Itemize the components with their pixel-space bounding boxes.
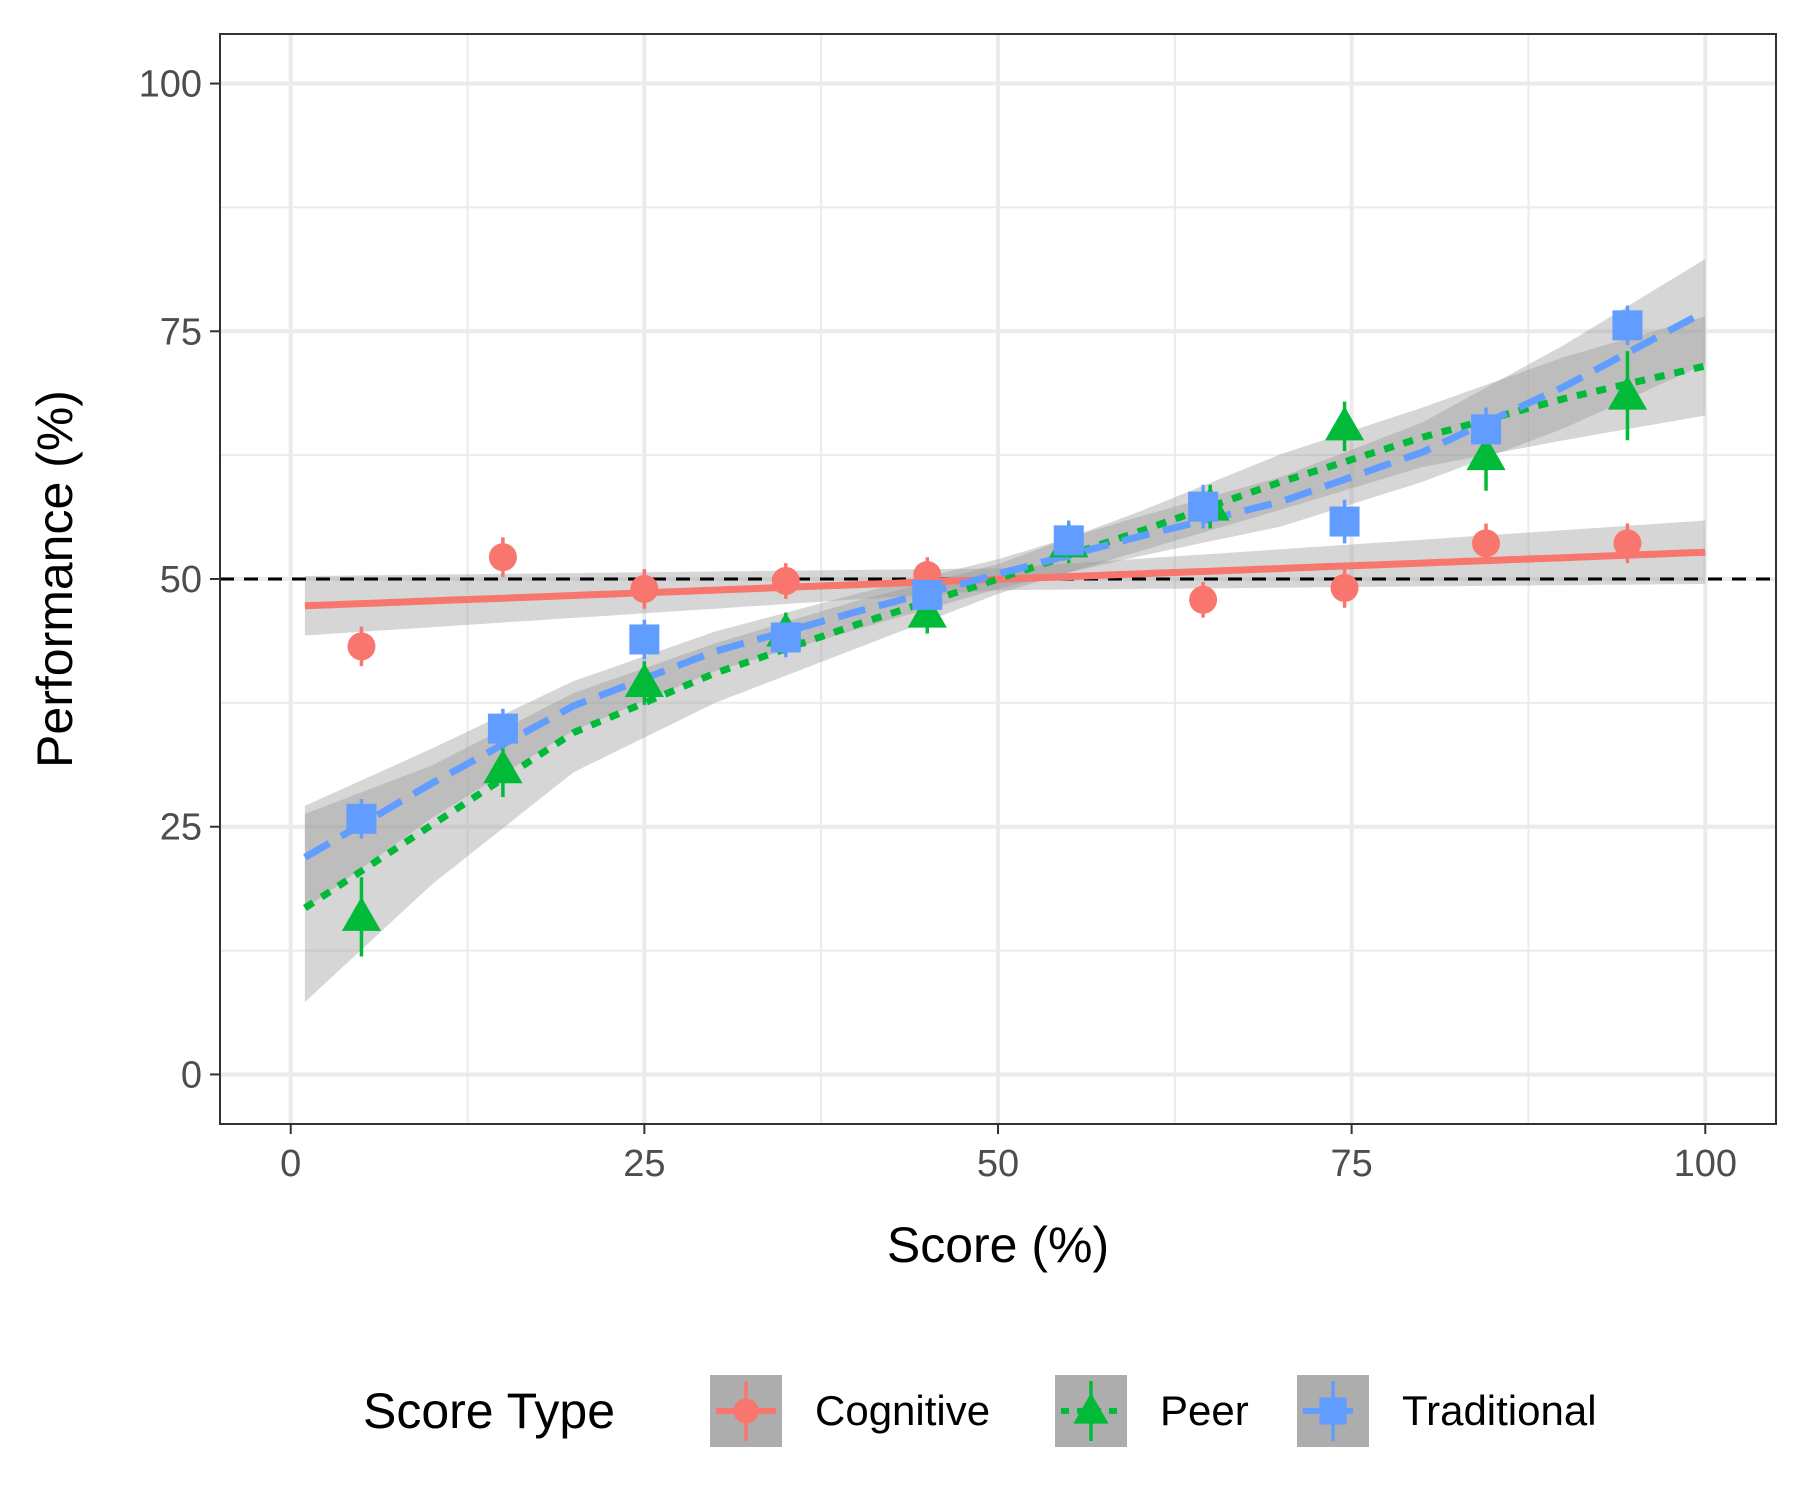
legend-label: Peer [1160,1387,1249,1434]
data-point-peer [1324,406,1365,441]
fit-lines [302,308,1707,911]
x-tick-label: 0 [280,1143,301,1185]
data-point-traditional [346,803,377,834]
data-point-cognitive [347,632,376,661]
data-point-traditional [1612,310,1643,341]
legend-item-peer: Peer [1055,1375,1249,1447]
data-point-cognitive [630,574,659,603]
legend-title: Score Type [363,1383,615,1439]
x-tick-label: 100 [1674,1143,1737,1185]
data-point-peer [907,593,947,628]
data-point-peer [483,749,523,784]
legend-key-marker [733,1398,759,1424]
x-tick-label: 50 [977,1143,1019,1185]
data-point-traditional [487,713,518,744]
legend-key-marker [1073,1393,1109,1424]
data-point-traditional [629,624,660,655]
legend: Score Type Cognitive Peer Traditional [363,1375,1597,1447]
data-point-cognitive [1613,529,1642,558]
data-point-traditional [1053,525,1084,556]
legend-label: Cognitive [815,1387,990,1434]
data-point-traditional [1188,491,1219,522]
data-point-cognitive [1189,585,1218,614]
axes: 0 25 50 75 100 0 25 50 75 100 [139,64,1737,1185]
data-point-traditional [912,579,943,610]
data-point-cognitive [771,566,800,595]
y-tick-label: 50 [160,559,202,601]
legend-label: Traditional [1402,1387,1597,1434]
y-tick-label: 25 [160,807,202,849]
x-tick-label: 25 [623,1143,665,1185]
data-point-traditional [1471,414,1502,445]
legend-key-marker [1319,1397,1347,1425]
data-points [341,310,1648,931]
x-tick-label: 75 [1330,1143,1372,1185]
data-point-peer [624,663,664,698]
data-point-peer [1466,436,1506,471]
data-point-traditional [770,622,801,653]
y-tick-label: 0 [181,1054,202,1096]
data-point-peer [341,896,382,931]
legend-item-cognitive: Cognitive [710,1375,990,1447]
data-point-cognitive [488,543,517,572]
fit-line-cognitive [304,548,1706,610]
y-tick-label: 100 [139,64,202,106]
data-point-traditional [1329,506,1360,537]
confidence-band-traditional [304,258,1706,909]
legend-item-traditional: Traditional [1297,1375,1597,1447]
y-tick-label: 75 [160,311,202,353]
fit-line-traditional [303,308,1707,861]
data-point-cognitive [1330,573,1359,602]
y-axis-title: Performance (%) [27,390,83,768]
data-point-cognitive [1472,529,1501,558]
data-point-peer [1607,375,1648,410]
x-axis-title: Score (%) [887,1217,1109,1273]
